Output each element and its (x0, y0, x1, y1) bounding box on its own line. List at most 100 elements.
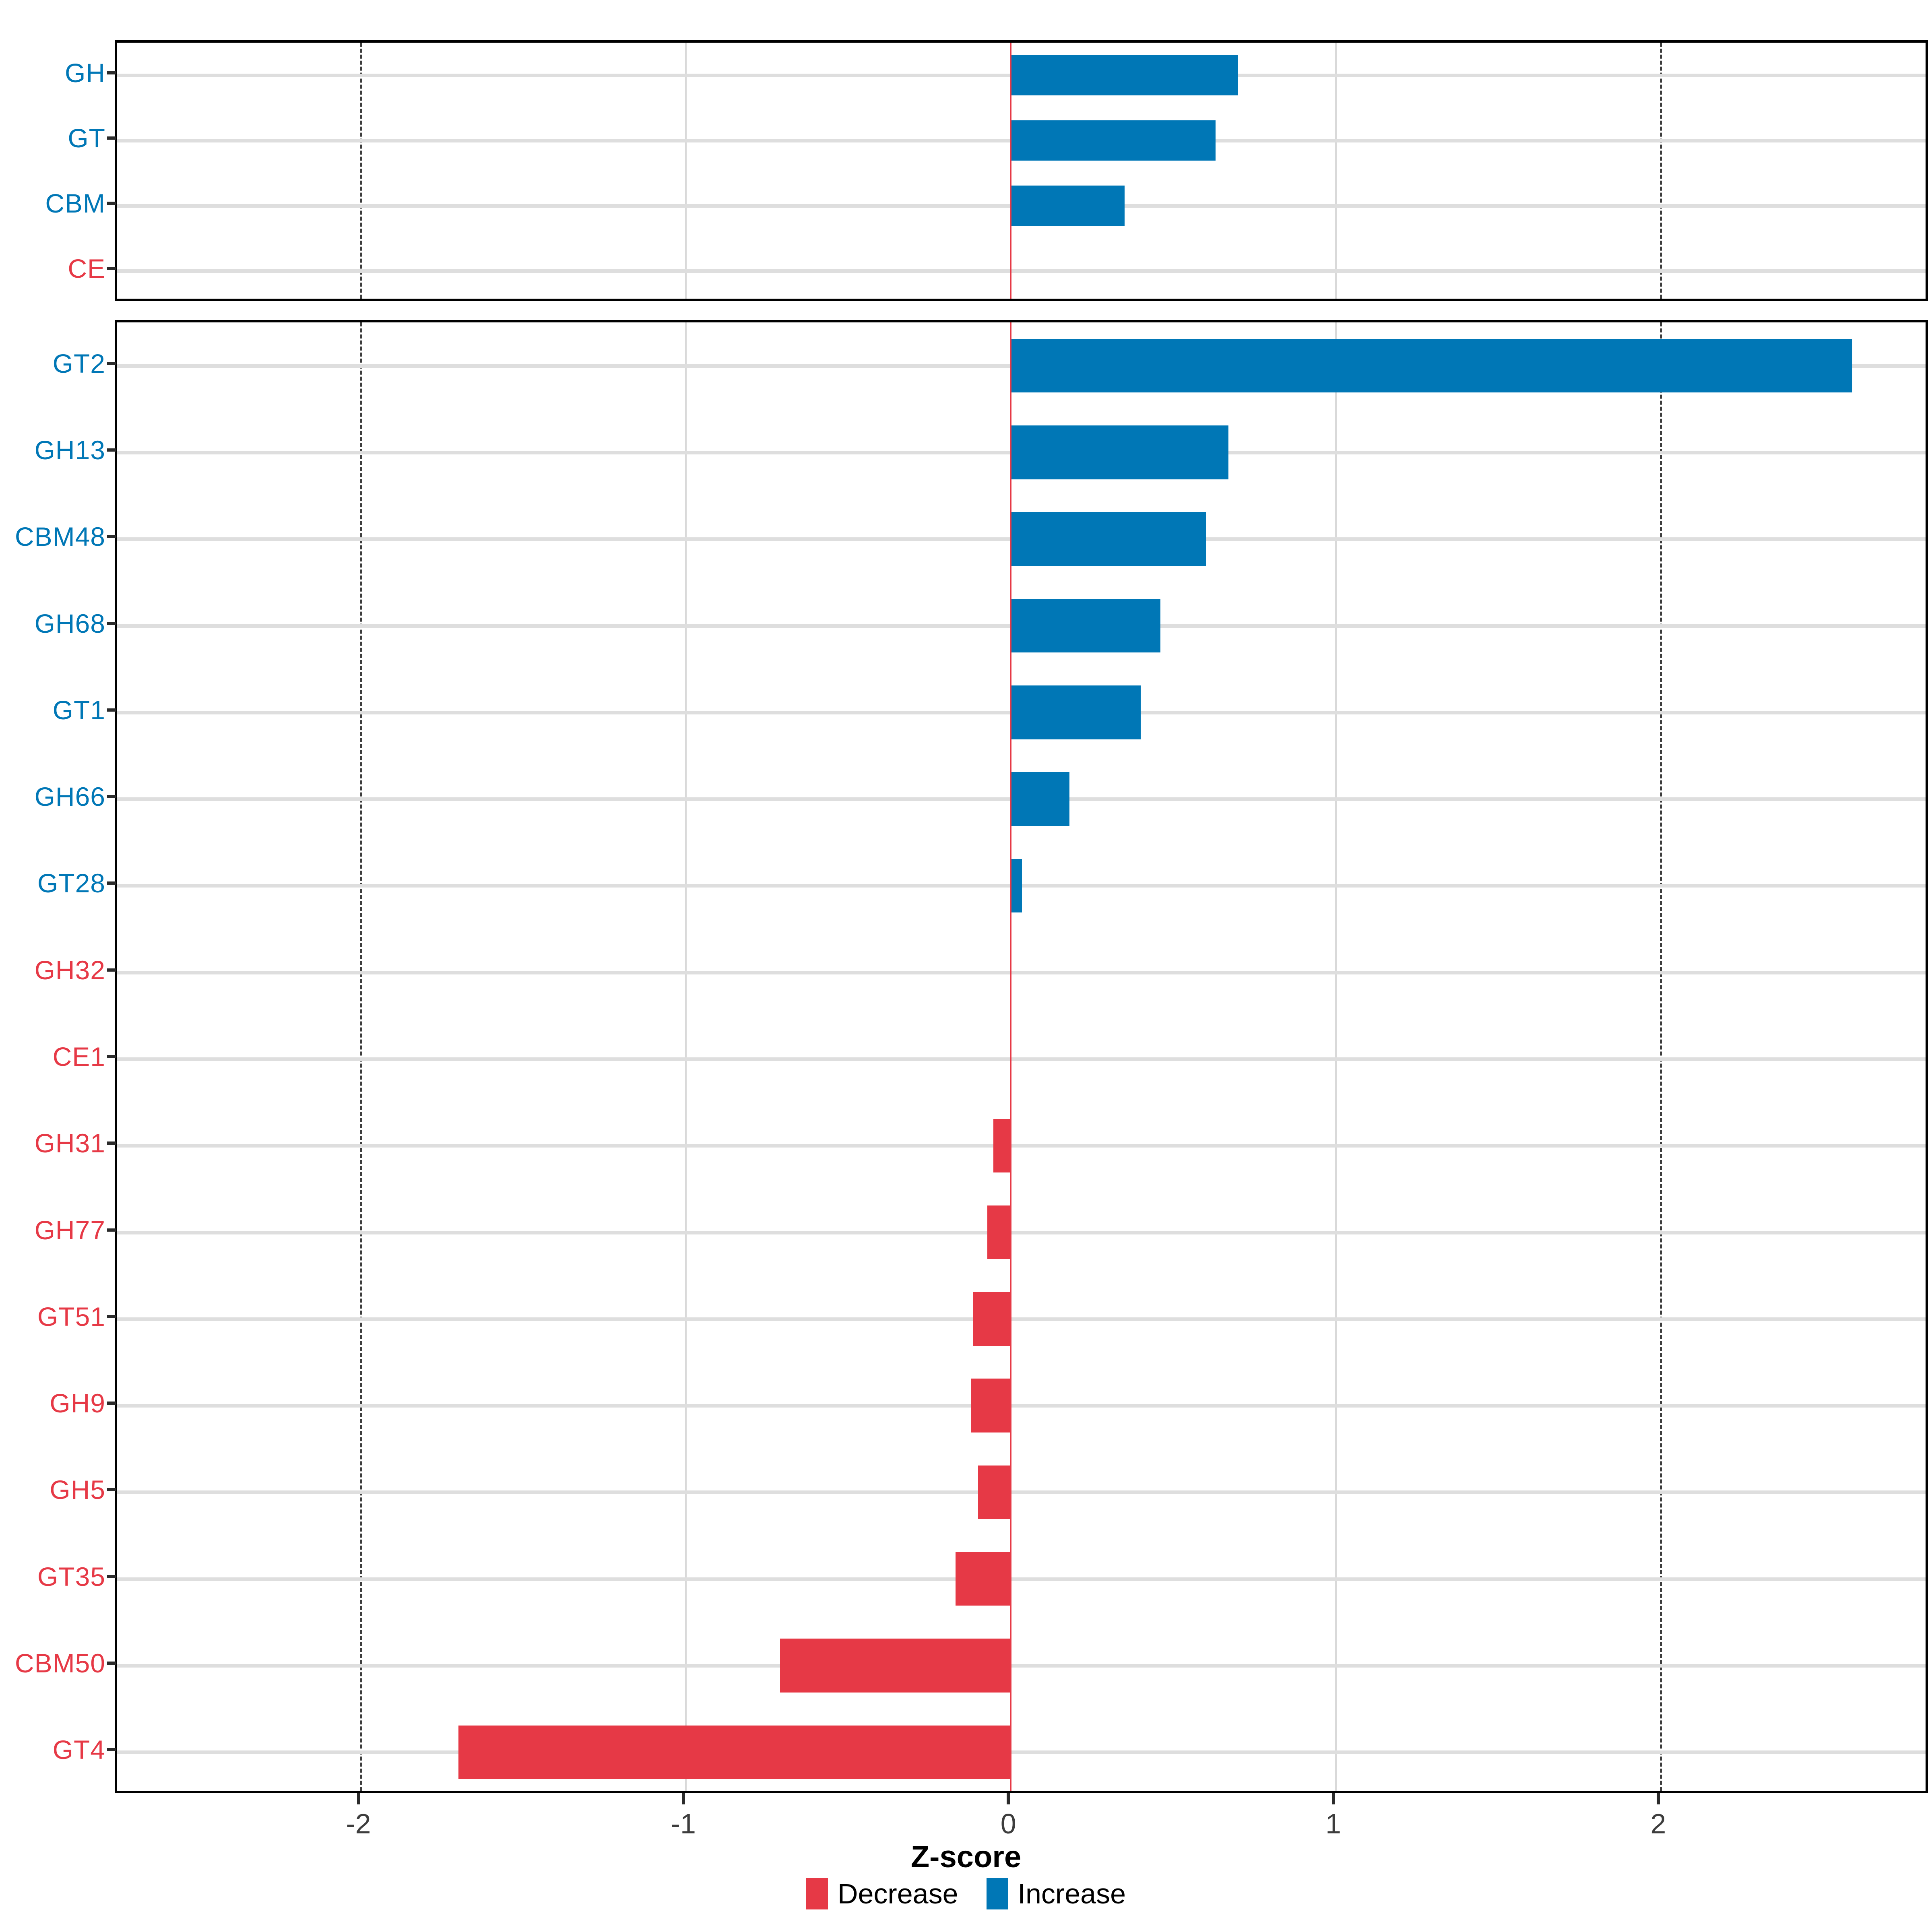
y-tick-label-GH68: GH68 (35, 608, 116, 639)
bar-CBM48[interactable] (1011, 512, 1206, 566)
bar-GT1[interactable] (1011, 685, 1141, 739)
x-tick-label--2: -2 (346, 1808, 371, 1839)
x-tick-mark-2 (1656, 1793, 1660, 1804)
bar-GT4[interactable] (458, 1725, 1011, 1779)
x-tick-label--1: -1 (671, 1808, 696, 1839)
y-tick-label-GH: GH (65, 58, 116, 88)
gridline-x-2 (1660, 43, 1662, 299)
y-tick-label-GH31: GH31 (35, 1128, 116, 1158)
gridline-x-2 (1660, 322, 1662, 1791)
y-axis-labels-families: GT2 GH13 CBM48 GH68 GT1 GH66 GT28 GH32 CE1 GH31 GH… (0, 320, 116, 1793)
bar-GT35[interactable] (955, 1552, 1011, 1606)
plot-area-families (117, 322, 1926, 1791)
bar-CBM50[interactable] (780, 1639, 1011, 1693)
panel-cazyme-families (115, 320, 1928, 1793)
y-tick-label-GT: GT (68, 123, 116, 153)
y-tick-mark-CE (107, 267, 116, 270)
bar-GH[interactable] (1011, 55, 1238, 96)
y-tick-mark-CE1 (107, 1055, 116, 1058)
y-tick-mark-CBM48 (107, 535, 116, 539)
y-tick-mark-GT1 (107, 708, 116, 712)
y-tick-mark-GT (107, 136, 116, 140)
panel-cazyme-classes (115, 40, 1928, 301)
legend-label-increase: Increase (1018, 1878, 1126, 1909)
legend-swatch-increase (986, 1878, 1008, 1909)
y-tick-label-GH77: GH77 (35, 1215, 116, 1245)
bar-GT51[interactable] (972, 1292, 1011, 1346)
plot-area-classes (117, 43, 1926, 299)
gridline-y-GH77 (117, 1230, 1926, 1234)
y-tick-label-GT35: GT35 (37, 1561, 116, 1592)
gridline-x--2 (360, 322, 362, 1791)
y-tick-mark-GH9 (107, 1402, 116, 1405)
bar-GH13[interactable] (1011, 425, 1229, 479)
gridline-x-1 (1335, 43, 1337, 299)
bar-GT2[interactable] (1011, 339, 1853, 393)
gridline-y-GH9 (117, 1404, 1926, 1408)
y-tick-label-CE: CE (68, 253, 116, 284)
y-tick-mark-CBM50 (107, 1662, 116, 1665)
gridline-x--1 (685, 43, 687, 299)
y-tick-mark-GT51 (107, 1315, 116, 1318)
y-tick-mark-GH (107, 71, 116, 74)
gridline-x-1 (1335, 322, 1337, 1791)
legend-item-decrease[interactable]: Decrease (806, 1878, 958, 1910)
y-tick-label-GT2: GT2 (53, 348, 116, 379)
y-tick-label-CBM48: CBM48 (15, 521, 116, 552)
legend: Decrease Increase (0, 1872, 1932, 1916)
y-tick-mark-GH68 (107, 621, 116, 625)
legend-swatch-decrease (806, 1878, 828, 1909)
bar-CBM[interactable] (1011, 185, 1125, 226)
y-tick-label-CBM50: CBM50 (15, 1648, 116, 1678)
x-tick-label-1: 1 (1325, 1808, 1342, 1839)
y-tick-label-GH5: GH5 (50, 1474, 116, 1505)
x-tick-mark--2 (357, 1793, 360, 1804)
bar-GT[interactable] (1011, 120, 1216, 161)
zero-reference-line (1010, 43, 1012, 299)
gridline-y-CE (117, 269, 1926, 273)
bar-GH5[interactable] (978, 1465, 1011, 1519)
y-tick-label-GH32: GH32 (35, 955, 116, 985)
bar-GT28[interactable] (1011, 859, 1022, 913)
y-tick-label-GH9: GH9 (50, 1388, 116, 1418)
y-axis-labels-classes: GH GT CBM CE (0, 40, 116, 301)
y-tick-mark-GH66 (107, 795, 116, 799)
y-tick-mark-GT2 (107, 361, 116, 365)
y-tick-mark-CBM (107, 202, 116, 205)
gridline-y-GH32 (117, 970, 1926, 974)
bar-GH77[interactable] (987, 1205, 1011, 1259)
zero-reference-line (1010, 322, 1012, 1791)
gridline-y-CE1 (117, 1057, 1926, 1061)
y-tick-label-CE1: CE1 (53, 1041, 116, 1072)
x-axis: -2 -1 0 1 2 (115, 1793, 1928, 1874)
y-tick-mark-GH13 (107, 448, 116, 452)
gridline-x--1 (685, 322, 687, 1791)
x-tick-mark-0 (1007, 1793, 1010, 1804)
x-tick-mark-1 (1331, 1793, 1335, 1804)
y-tick-label-GH66: GH66 (35, 781, 116, 812)
y-tick-mark-GH77 (107, 1228, 116, 1232)
y-tick-mark-GH5 (107, 1488, 116, 1492)
legend-item-increase[interactable]: Increase (986, 1878, 1126, 1910)
y-tick-label-GH13: GH13 (35, 435, 116, 465)
x-axis-title: Z-score (910, 1840, 1022, 1874)
gridline-y-CBM50 (117, 1664, 1926, 1668)
x-tick-mark--1 (681, 1793, 685, 1804)
x-tick-label-0: 0 (1000, 1808, 1016, 1839)
bar-GH66[interactable] (1011, 772, 1069, 826)
gridline-y-GT4 (117, 1750, 1926, 1754)
bar-GH68[interactable] (1011, 599, 1160, 653)
y-tick-mark-GH32 (107, 968, 116, 972)
y-tick-mark-GT28 (107, 881, 116, 885)
y-tick-label-GT51: GT51 (37, 1301, 116, 1332)
y-tick-mark-GH31 (107, 1141, 116, 1145)
bar-GH31[interactable] (993, 1119, 1011, 1173)
x-tick-label-2: 2 (1650, 1808, 1666, 1839)
bar-GH9[interactable] (970, 1379, 1011, 1432)
gridline-y-GH31 (117, 1144, 1926, 1148)
y-tick-mark-GT4 (107, 1748, 116, 1752)
legend-label-decrease: Decrease (837, 1878, 958, 1909)
gridline-y-GH5 (117, 1490, 1926, 1494)
gridline-y-GT51 (117, 1317, 1926, 1321)
